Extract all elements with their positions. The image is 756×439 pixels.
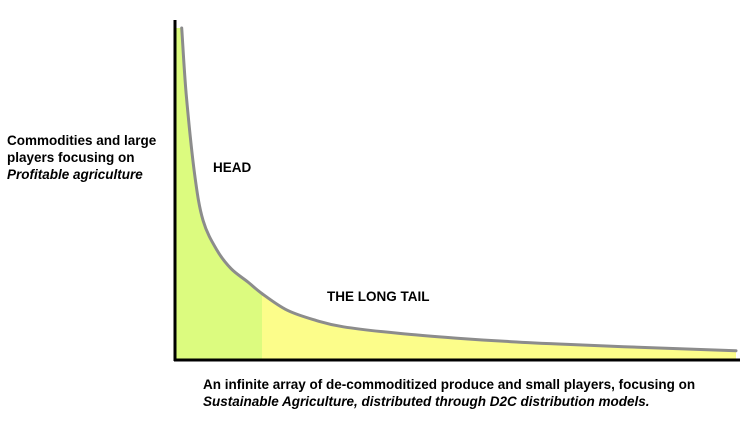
tail-region-label: THE LONG TAIL [327, 289, 430, 304]
long-tail-curve [180, 26, 738, 353]
y-axis-label: Commodities and large players focusing o… [7, 132, 177, 183]
x-axis-label-italic: Sustainable Agriculture, distributed thr… [203, 394, 650, 409]
x-axis-label-line-1: An infinite array of de-commoditized pro… [203, 377, 696, 392]
x-axis-label: An infinite array of de-commoditized pro… [203, 376, 748, 410]
y-axis-label-line-1: Commodities and large [7, 133, 157, 148]
head-region-label: HEAD [213, 160, 252, 175]
tail-region-area [262, 28, 736, 360]
head-region-area [175, 28, 262, 360]
y-axis-label-line-2: players focusing on [7, 150, 135, 165]
y-axis-label-italic: Profitable agriculture [7, 167, 143, 182]
